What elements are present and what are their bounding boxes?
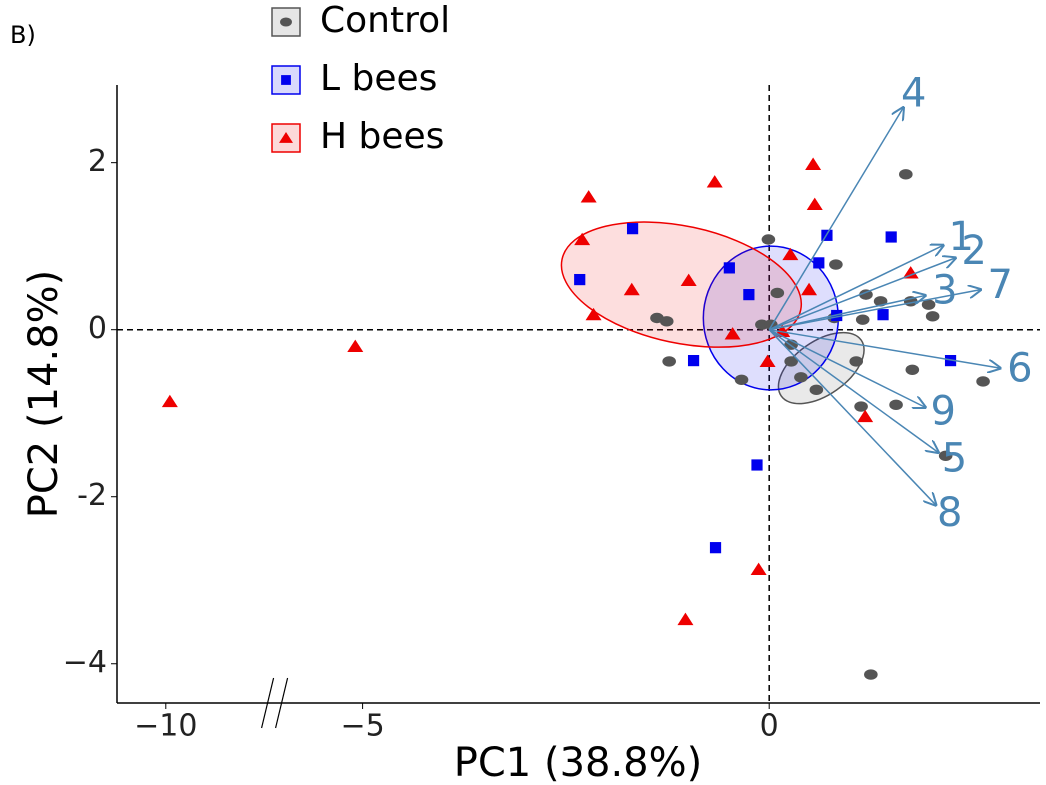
point bbox=[849, 356, 864, 367]
loading-label: 1 bbox=[948, 214, 973, 260]
legend-marker bbox=[280, 17, 292, 27]
legend-label: Control bbox=[320, 0, 450, 41]
point bbox=[709, 542, 722, 554]
x-tick-label: 0 bbox=[760, 709, 779, 744]
axis-break bbox=[260, 677, 275, 729]
legend-item: H bees bbox=[271, 116, 444, 157]
point bbox=[574, 232, 591, 246]
point bbox=[585, 307, 602, 321]
loading-arrow bbox=[768, 258, 955, 331]
loading-label: 3 bbox=[932, 267, 957, 313]
loading-arrow bbox=[768, 329, 938, 453]
point bbox=[161, 394, 178, 408]
point bbox=[734, 374, 749, 386]
legend-item: L bees bbox=[271, 58, 437, 99]
loading-label: 6 bbox=[1007, 345, 1032, 391]
point bbox=[877, 309, 889, 321]
point bbox=[659, 316, 674, 327]
x-tick-label: −5 bbox=[340, 709, 384, 744]
point bbox=[626, 223, 639, 235]
point bbox=[902, 266, 919, 279]
point bbox=[623, 282, 640, 296]
axis-break bbox=[274, 677, 289, 729]
point bbox=[794, 372, 808, 383]
point bbox=[859, 289, 873, 300]
point bbox=[770, 287, 785, 299]
point bbox=[677, 612, 694, 626]
y-tick-label: −4 bbox=[63, 645, 107, 680]
point bbox=[680, 273, 697, 287]
point bbox=[829, 259, 843, 270]
point bbox=[905, 364, 920, 375]
legend-item: Control bbox=[271, 0, 450, 41]
point bbox=[782, 247, 799, 261]
point bbox=[889, 399, 903, 411]
point bbox=[761, 234, 776, 245]
loading-label: 8 bbox=[937, 490, 962, 536]
point bbox=[347, 339, 364, 352]
point bbox=[806, 197, 823, 211]
loading-label: 7 bbox=[988, 262, 1013, 308]
loading-label: 9 bbox=[931, 389, 956, 435]
point bbox=[857, 409, 874, 423]
point bbox=[759, 354, 776, 368]
point bbox=[706, 175, 723, 188]
point bbox=[580, 190, 597, 203]
loading-arrow bbox=[769, 295, 925, 331]
loading-arrow bbox=[768, 108, 903, 331]
point bbox=[687, 354, 700, 367]
legend-label: H bees bbox=[320, 116, 444, 157]
panel-label: B) bbox=[10, 21, 36, 49]
point bbox=[855, 314, 870, 325]
legend-marker bbox=[279, 132, 293, 143]
y-tick-label: -2 bbox=[77, 478, 107, 513]
point bbox=[743, 289, 755, 301]
loading-label: 4 bbox=[901, 71, 926, 117]
point bbox=[805, 157, 822, 170]
point bbox=[801, 282, 818, 296]
point bbox=[938, 450, 953, 461]
point bbox=[723, 262, 735, 274]
point bbox=[750, 562, 767, 575]
loading-arrow bbox=[768, 245, 943, 331]
loading-label: 5 bbox=[942, 436, 967, 482]
point bbox=[899, 169, 913, 180]
loading-arrow bbox=[768, 329, 936, 505]
point bbox=[809, 384, 824, 396]
loading-arrow bbox=[769, 290, 980, 331]
point bbox=[751, 459, 763, 471]
legend-marker bbox=[281, 75, 291, 85]
x-tick-label: −10 bbox=[134, 709, 197, 744]
point bbox=[885, 231, 897, 243]
loading-arrow bbox=[768, 329, 925, 408]
x-axis-title: PC1 (38.8%) bbox=[454, 740, 703, 785]
point bbox=[976, 376, 990, 387]
y-tick-label: 2 bbox=[88, 144, 107, 179]
point bbox=[784, 356, 798, 367]
point bbox=[864, 669, 878, 680]
legend-label: L bees bbox=[320, 58, 437, 99]
point bbox=[662, 356, 676, 367]
point bbox=[574, 273, 586, 286]
point bbox=[724, 327, 741, 340]
y-tick-label: 0 bbox=[88, 311, 107, 346]
loading-arrow bbox=[769, 328, 1000, 368]
y-axis-title: PC2 (14.8%) bbox=[21, 270, 67, 519]
point bbox=[813, 257, 825, 269]
loading-label: 2 bbox=[961, 228, 986, 274]
point bbox=[854, 401, 868, 412]
confidence-ellipse bbox=[560, 221, 803, 348]
point bbox=[925, 311, 940, 322]
